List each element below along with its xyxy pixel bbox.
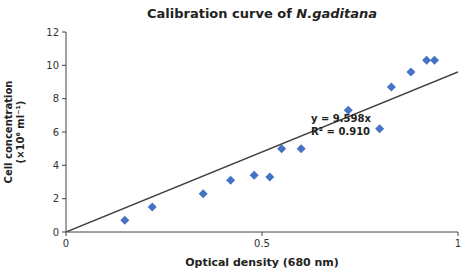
scatter-point — [297, 144, 306, 153]
y-tick-label: 10 — [46, 60, 59, 71]
scatter-point — [199, 189, 208, 198]
x-axis-label: Optical density (680 nm) — [185, 256, 339, 269]
scatter-point — [226, 176, 235, 185]
y-tick-label: 6 — [53, 127, 59, 138]
y-axis-label-group: Cell concentration(×10⁶ ml⁻¹) — [3, 81, 26, 184]
x-tick-label: 1 — [455, 238, 461, 249]
y-tick — [62, 198, 66, 199]
y-tick — [62, 232, 66, 233]
plot-marks — [66, 56, 458, 232]
x-tick — [458, 232, 459, 236]
y-tick-label: 12 — [46, 27, 59, 38]
y-tick-label: 4 — [53, 160, 59, 171]
scatter-point — [387, 83, 396, 92]
y-axis-label: Cell concentration — [3, 81, 14, 184]
regression-line — [66, 72, 458, 232]
y-tick — [62, 165, 66, 166]
chart: Calibration curve of N.gaditana00.510246… — [0, 0, 474, 272]
scatter-point — [406, 68, 415, 77]
scatter-point — [375, 124, 384, 133]
scatter-point — [250, 171, 259, 180]
y-tick — [62, 98, 66, 99]
scatter-point — [430, 56, 439, 65]
x-tick — [262, 232, 263, 236]
x-tick-label: 0.5 — [254, 238, 270, 249]
annotation: y = 9.598x — [311, 113, 371, 124]
title-italic: N.gaditana — [296, 6, 377, 21]
scatter-point — [120, 216, 129, 225]
scatter-point — [265, 173, 274, 182]
scatter-point — [148, 203, 157, 212]
y-axis-label: (×10⁶ ml⁻¹) — [15, 101, 26, 164]
y-tick — [62, 65, 66, 66]
title: Calibration curve of N.gaditana — [147, 6, 377, 21]
x-tick — [66, 232, 67, 236]
x-tick-label: 0 — [63, 238, 69, 249]
y-tick-label: 2 — [53, 193, 59, 204]
y-tick — [62, 132, 66, 133]
y-tick-label: 0 — [53, 227, 59, 238]
scatter-point — [422, 56, 431, 65]
annotation: R² = 0.910 — [311, 126, 370, 137]
y-tick — [62, 32, 66, 33]
y-tick-label: 8 — [53, 93, 59, 104]
title-plain: Calibration curve of — [147, 6, 296, 21]
